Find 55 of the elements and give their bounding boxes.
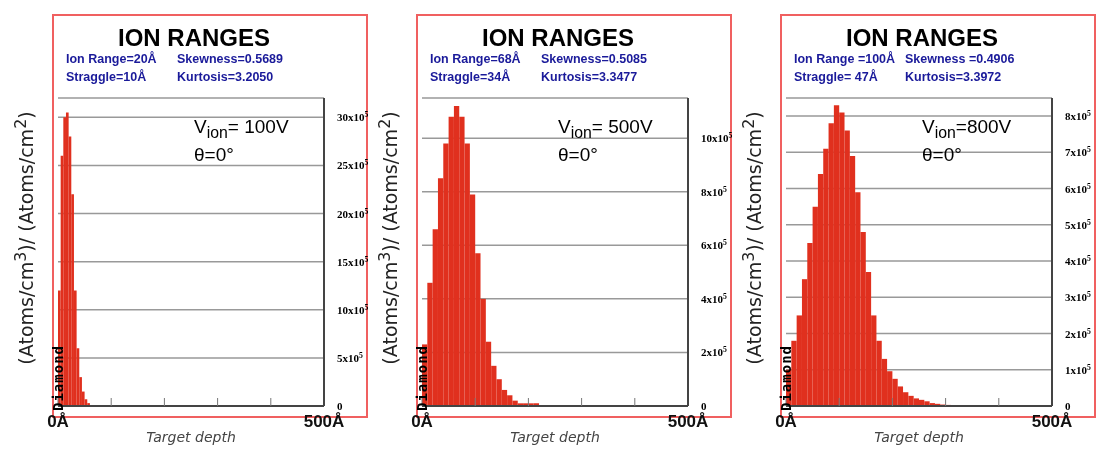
annotation: V$_{ion}$=800V [922,116,1012,142]
annotation: V$_{ion}$= 100V [194,116,289,142]
y-tick-label: 10x10$^{5}$ [701,130,733,145]
text: Ion Range=68Å [430,52,521,66]
y-tick-label: 8x10$^{5}$ [701,184,727,198]
x-tick-label: 500Å [667,412,709,431]
text: Skewness=0.5689 [177,52,283,66]
x-tick-label: 0Å [775,412,797,431]
text: Straggle= 47Å [794,70,878,84]
x-tick-label: 0Å [411,412,433,431]
annotation: Diamond [50,344,66,412]
annotation: θ=0° [194,144,234,166]
annotation: Diamond [414,344,430,412]
y-tick-label: 20x10$^{5}$ [337,206,369,220]
x-tick-label: 500Å [1031,412,1073,431]
x-tick-label: 500Å [303,412,345,431]
annotation: V$_{ion}$= 500V [558,116,653,142]
chart-title: ION RANGES [117,24,271,51]
text: Skewness =0.4906 [905,52,1015,66]
chart-title: ION RANGES [481,24,635,51]
text: Skewness=0.5085 [541,52,647,66]
y-tick-label: 3x10$^{5}$ [1065,289,1091,304]
x-axis-title: Target depth [874,429,964,445]
y-tick-label: 5x10$^{5}$ [1065,217,1091,231]
y-tick-label: 0 [1065,400,1071,412]
text: Ion Range =100Å [794,52,896,66]
y-tick-label: 15x10$^{5}$ [337,254,369,268]
x-tick-label: 0Å [47,412,69,431]
text: Kurtosis=3.3477 [541,70,638,84]
x-axis-title: Target depth [146,429,236,445]
y-tick-label: 8x10$^{5}$ [1065,108,1091,123]
y-tick-label: 5x10$^{5}$ [337,350,363,364]
y-tick-label: 6x10$^{5}$ [701,237,727,252]
annotation: θ=0° [558,144,598,166]
y-tick-label: 10x10$^{5}$ [337,302,369,316]
text: Kurtosis=3.3972 [905,70,1002,84]
annotation: θ=0° [922,144,962,166]
text: Ion Range=20Å [66,52,157,66]
y-tick-label: 1x10$^{5}$ [1065,362,1091,376]
chart-title: ION RANGES [845,24,999,51]
y-tick-label: 2x10$^{5}$ [1065,326,1091,340]
y-tick-label: 2x10$^{5}$ [701,344,727,359]
y-tick-label: 25x10$^{5}$ [337,157,369,172]
y-tick-label: 6x10$^{5}$ [1065,181,1091,195]
y-tick-label: 4x10$^{5}$ [701,291,727,305]
y-tick-label: 7x10$^{5}$ [1065,144,1091,159]
text: Straggle=10Å [66,70,147,84]
y-tick-label: 4x10$^{5}$ [1065,253,1091,268]
text: Kurtosis=3.2050 [177,70,274,84]
y-tick-label: 0 [337,400,343,412]
annotation: Diamond [778,344,794,412]
x-axis-title: Target depth [510,429,600,445]
y-tick-label: 0 [701,400,707,412]
text: Straggle=34Å [430,70,511,84]
y-tick-label: 30x10$^{5}$ [337,109,369,124]
